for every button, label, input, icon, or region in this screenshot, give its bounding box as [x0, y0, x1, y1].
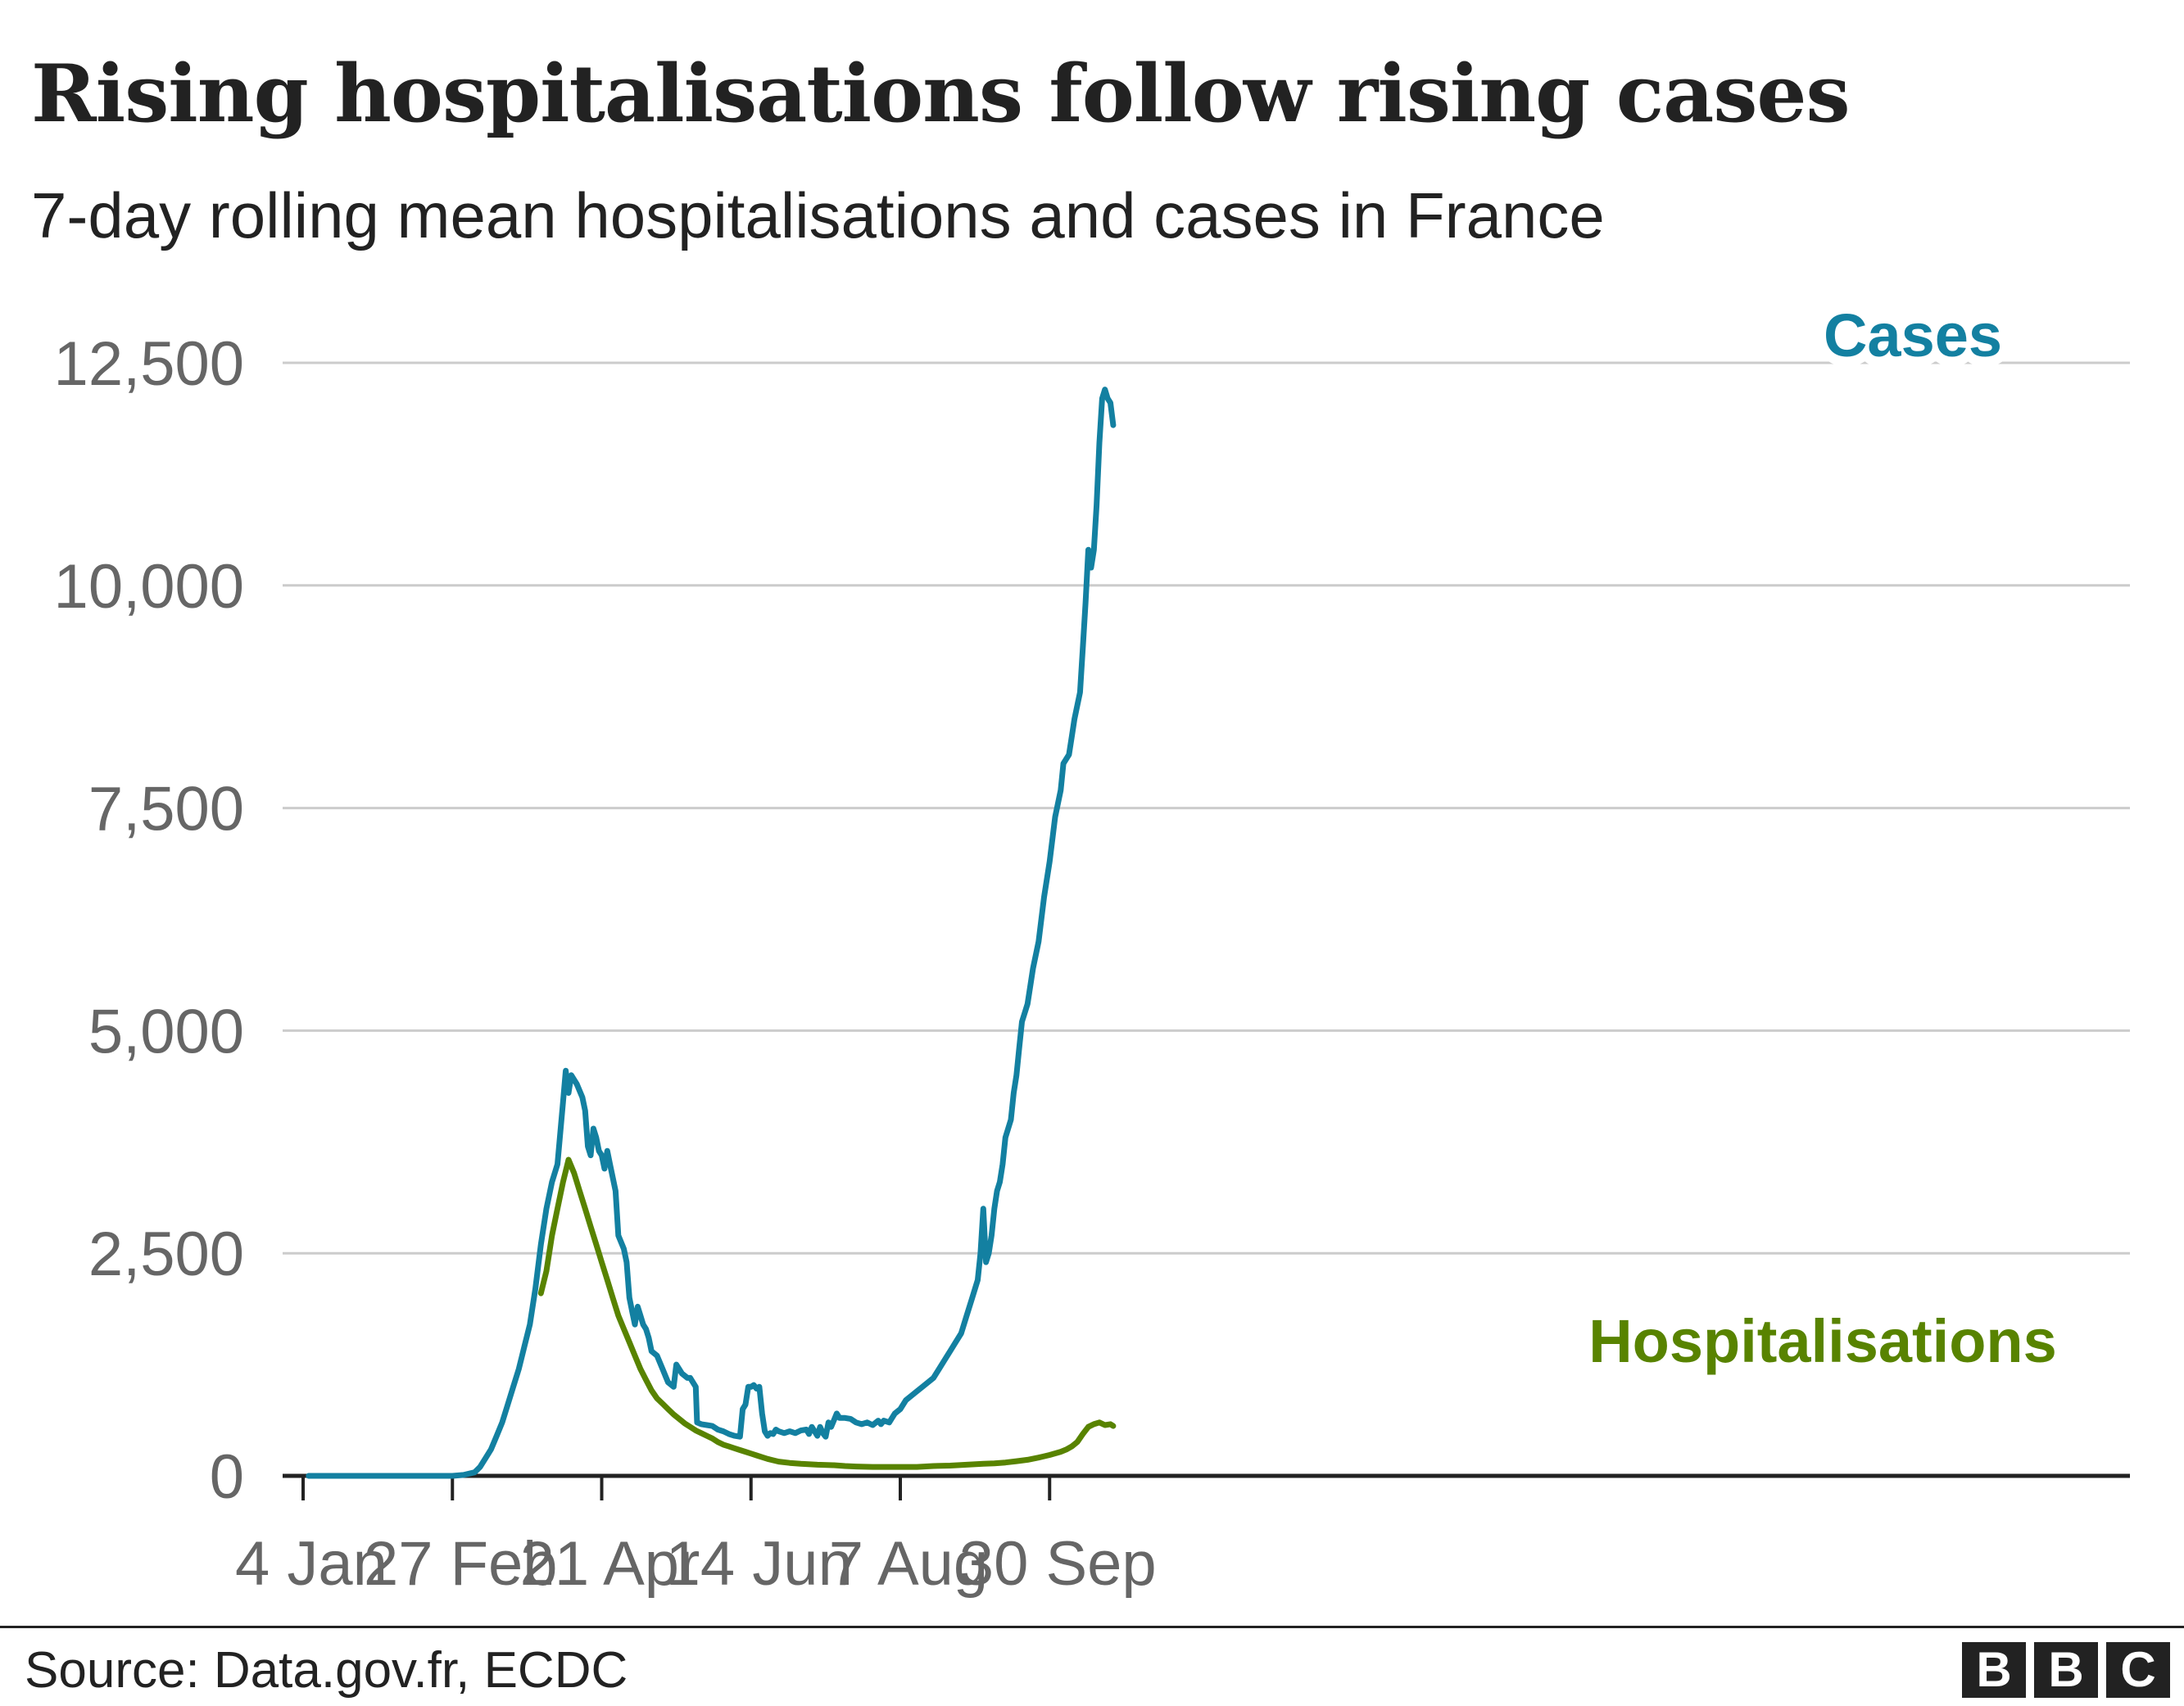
- x-tick-label: 4 Jan: [235, 1529, 387, 1599]
- x-tick-label: 21 Apr: [520, 1529, 700, 1599]
- logo-letter: C: [2106, 1642, 2170, 1698]
- bbc-logo: B B C: [1962, 1642, 2170, 1698]
- logo-letter: B: [2034, 1642, 2098, 1698]
- source-note: Source: Data.gov.fr, ECDC: [25, 1642, 628, 1699]
- x-tick-label: 27 Feb: [364, 1529, 558, 1599]
- footer-divider: [0, 1626, 2184, 1628]
- x-tick-label: 7 Aug: [829, 1529, 988, 1599]
- chart-title: Rising hospitalisations follow rising ca…: [31, 48, 1851, 140]
- logo-letter: B: [1962, 1642, 2026, 1698]
- y-tick-label: 5,000: [88, 997, 244, 1066]
- hospitalisations-label: Hospitalisations: [1588, 1307, 2057, 1375]
- y-tick-label: 7,500: [88, 775, 244, 844]
- x-tick-label: 14 Jun: [666, 1529, 853, 1599]
- x-tick-label: 30 Sep: [959, 1529, 1157, 1599]
- y-tick-label: 2,500: [88, 1220, 244, 1289]
- chart-subtitle: 7-day rolling mean hospitalisations and …: [31, 179, 1605, 251]
- y-tick-label: 0: [210, 1442, 244, 1512]
- cases-label: Cases: [1824, 301, 2002, 369]
- series-lines: [306, 387, 1117, 1479]
- y-tick-label: 12,500: [54, 329, 244, 399]
- series-labels: Cases Hospitalisations: [1588, 292, 2057, 1375]
- hospitalisations-line: [537, 1156, 1117, 1470]
- gridlines: [283, 361, 2130, 1255]
- cases-line: [306, 387, 1117, 1479]
- y-tick-label: 10,000: [54, 552, 244, 622]
- y-axis-tick-labels: 0 2,500 5,000 7,500 10,000 12,500: [54, 329, 244, 1512]
